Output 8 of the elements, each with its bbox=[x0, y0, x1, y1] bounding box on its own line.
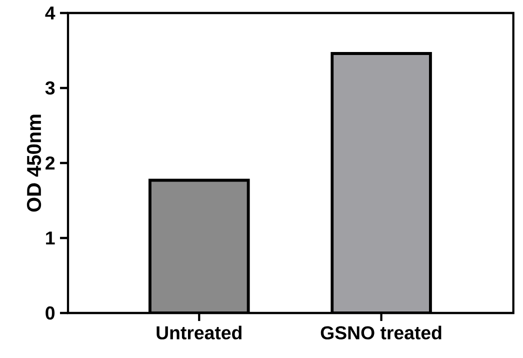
y-tick-label: 0 bbox=[46, 306, 55, 320]
y-tick-label: 2 bbox=[46, 156, 55, 170]
x-tick-label: Untreated bbox=[156, 326, 242, 340]
y-axis-title: OD 450nm bbox=[26, 114, 42, 212]
y-tick-label: 3 bbox=[45, 81, 55, 95]
y-tick-label: 1 bbox=[46, 232, 55, 244]
x-tick-label: GSNO treated bbox=[320, 326, 442, 340]
y-tick-label: 4 bbox=[45, 6, 56, 20]
